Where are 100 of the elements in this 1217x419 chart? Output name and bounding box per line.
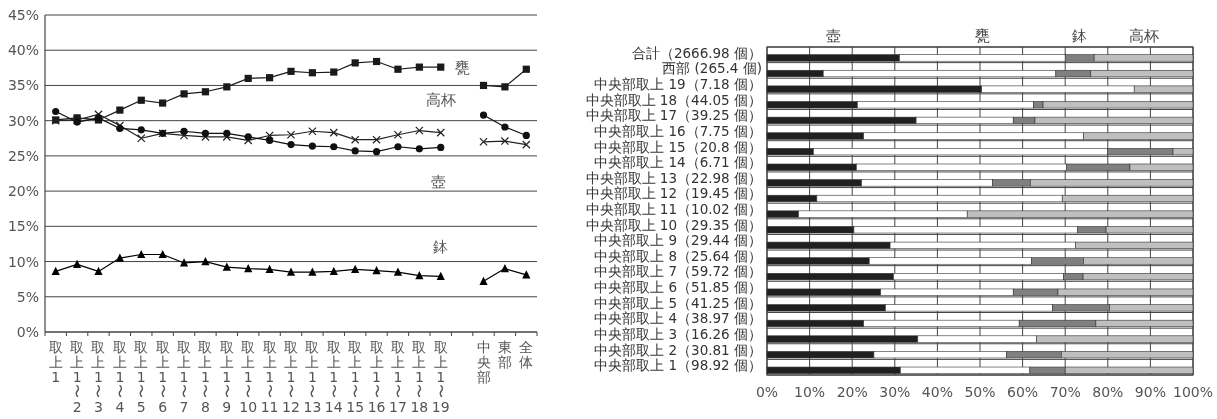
y-tick-label: 西部 (265.4 個) — [662, 60, 762, 77]
y-tick-label: 合計（2666.98 個） — [631, 44, 762, 61]
point — [522, 270, 531, 279]
point — [223, 129, 231, 137]
x-tick-label: 取上1〜18 — [410, 339, 429, 415]
y-tick-label: 中央部取上 4（38.97 個） — [594, 310, 762, 327]
point — [372, 135, 381, 144]
y-tick-label: 中央部取上 14（6.71 個） — [594, 154, 762, 171]
point — [72, 259, 82, 268]
point — [137, 96, 145, 104]
point — [479, 137, 488, 146]
y-tick-label: 中央部取上 2（30.81 個） — [594, 341, 762, 358]
point — [286, 267, 296, 276]
y-tick-label: 中央部取上 8（25.64 個） — [594, 247, 762, 264]
x-tick-label: 取上1〜13 — [303, 339, 322, 415]
point — [372, 148, 381, 156]
x-tick-label: 全体 — [519, 339, 534, 370]
y-tick-label: 0% — [16, 324, 39, 340]
point — [372, 266, 381, 275]
point — [244, 74, 252, 82]
point — [179, 131, 189, 140]
series-label: 壺 — [431, 173, 447, 192]
x-tick-label: 80% — [1092, 384, 1124, 400]
y-tick-label: 中央部取上 7（59.72 個） — [594, 263, 762, 280]
y-tick-label: 25% — [7, 147, 39, 164]
y-tick-label: 10% — [7, 253, 39, 270]
point — [180, 90, 188, 98]
x-tick-label: 40% — [921, 384, 953, 400]
y-tick-label: 中央部取上 19（7.18 個） — [594, 76, 762, 93]
series-label: 壺 — [825, 27, 841, 45]
point — [223, 83, 231, 91]
point — [115, 253, 124, 262]
y-tick-label: 中央部取上 6（51.85 個） — [594, 279, 762, 296]
x-tick-label: 取上1〜3 — [90, 339, 107, 415]
point — [201, 88, 210, 96]
x-tick-label: 取上1〜14 — [324, 339, 343, 415]
x-tick-label: 70% — [1049, 384, 1081, 400]
x-tick-label: 取上1〜2 — [69, 339, 86, 415]
x-tick-label: 取上1〜19 — [431, 339, 450, 415]
x-tick-label: 取上1 — [48, 339, 63, 385]
x-tick-label: 中央部 — [476, 339, 491, 385]
point — [415, 145, 423, 153]
point — [394, 65, 402, 73]
x-tick-label: 取上1〜17 — [389, 339, 407, 415]
series-label: 甕 — [455, 59, 471, 78]
series-label: 高杯 — [425, 90, 456, 109]
point — [437, 63, 445, 71]
y-tick-label: 中央部取上 3（16.26 個） — [594, 325, 762, 342]
x-tick-label: 取上1〜11 — [260, 339, 279, 415]
y-tick-label: 中央部取上 9（29.44 個） — [594, 232, 762, 249]
point — [329, 128, 338, 137]
y-tick-label: 30% — [7, 112, 39, 129]
point — [415, 271, 424, 280]
point — [330, 143, 338, 151]
point — [393, 267, 403, 276]
y-tick-label: 中央部取上 12（19.45 個） — [585, 185, 762, 202]
point — [287, 67, 295, 75]
point — [159, 99, 167, 107]
point — [415, 63, 423, 71]
y-tick-label: 中央部取上 15（20.8 個） — [594, 138, 762, 155]
point — [116, 106, 124, 114]
point — [180, 127, 188, 135]
y-tick-label: 中央部取上 16（7.75 個） — [594, 122, 762, 139]
y-tick-label: 中央部取上 10（29.35 個） — [585, 216, 762, 233]
point — [51, 266, 60, 276]
point — [501, 83, 509, 91]
point — [479, 81, 488, 90]
x-tick-label: 取上1〜15 — [346, 339, 365, 415]
x-tick-label: 取上1〜12 — [282, 339, 300, 415]
y-tick-label: 20% — [7, 183, 39, 200]
point — [137, 126, 145, 134]
y-tick-label: 中央部取上 13（22.98 個） — [585, 169, 762, 186]
series-label: 高杯 — [1128, 27, 1159, 45]
y-tick-label: 中央部取上 18（44.05 個） — [585, 91, 762, 108]
point — [351, 264, 360, 273]
point — [372, 57, 381, 66]
point — [522, 140, 531, 149]
x-tick-label: 取上1〜10 — [239, 339, 258, 415]
x-tick-label: 20% — [836, 384, 868, 400]
x-tick-label: 100% — [1172, 384, 1214, 400]
point — [137, 134, 146, 143]
point — [479, 111, 488, 119]
point — [500, 264, 510, 273]
point — [308, 267, 317, 276]
y-tick-label: 35% — [7, 77, 39, 94]
point — [222, 262, 231, 271]
point — [436, 271, 445, 280]
x-tick-label: 60% — [1007, 384, 1039, 400]
point — [286, 130, 296, 139]
point — [436, 128, 445, 137]
x-tick-label: 取上1〜9 — [218, 339, 235, 415]
series-label: 甕 — [974, 27, 990, 45]
point — [265, 264, 274, 273]
point — [501, 123, 509, 131]
point — [52, 107, 60, 116]
point — [308, 127, 317, 136]
y-tick-label: 中央部取上 1（98.92 個） — [594, 357, 762, 374]
point — [522, 131, 530, 140]
point — [393, 130, 403, 139]
x-tick-label: 50% — [964, 384, 996, 400]
